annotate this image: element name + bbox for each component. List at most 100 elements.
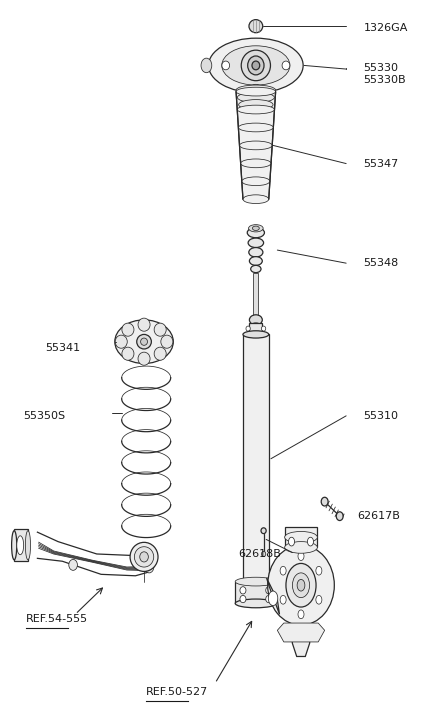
Ellipse shape [239,100,273,110]
Ellipse shape [297,579,305,591]
Ellipse shape [236,87,276,96]
Ellipse shape [12,531,17,560]
Ellipse shape [268,591,278,606]
Polygon shape [290,625,312,656]
Ellipse shape [248,56,264,75]
Ellipse shape [222,46,290,85]
Ellipse shape [266,595,272,603]
Text: REF.50-527: REF.50-527 [146,687,209,697]
Ellipse shape [17,536,24,555]
Ellipse shape [154,348,166,361]
Ellipse shape [251,265,261,273]
Ellipse shape [289,537,295,546]
Ellipse shape [115,335,127,348]
Ellipse shape [246,326,250,332]
Ellipse shape [242,177,270,185]
Text: REF.54-555: REF.54-555 [26,614,88,624]
Ellipse shape [321,497,328,506]
Ellipse shape [252,226,259,230]
Ellipse shape [122,348,134,361]
Text: 62618B: 62618B [239,549,282,559]
Bar [285,527,317,547]
Ellipse shape [249,338,262,345]
Polygon shape [267,578,280,614]
Ellipse shape [243,195,269,204]
Ellipse shape [307,537,313,546]
Bar [14,529,28,561]
Ellipse shape [25,531,31,560]
Ellipse shape [292,573,310,598]
Ellipse shape [252,61,260,70]
Bar [243,334,269,583]
Ellipse shape [122,323,134,336]
Ellipse shape [298,610,304,619]
Ellipse shape [249,225,263,232]
Ellipse shape [201,58,212,73]
Ellipse shape [237,105,274,114]
Ellipse shape [286,563,316,607]
Ellipse shape [140,552,148,562]
Ellipse shape [137,334,151,349]
Ellipse shape [282,61,290,70]
Ellipse shape [235,599,276,608]
Ellipse shape [298,552,304,561]
Ellipse shape [69,560,77,570]
Ellipse shape [243,331,269,338]
Ellipse shape [115,320,173,364]
Ellipse shape [261,326,266,332]
Ellipse shape [161,335,173,348]
Ellipse shape [243,579,269,587]
Ellipse shape [336,512,343,521]
Polygon shape [236,92,276,199]
Text: 1326GA: 1326GA [363,23,408,33]
Text: 55310: 55310 [363,411,398,421]
Text: 55341: 55341 [45,342,80,353]
Ellipse shape [138,318,150,332]
Bar [249,323,262,342]
Ellipse shape [238,123,273,132]
Polygon shape [277,623,325,642]
Ellipse shape [241,50,270,81]
Ellipse shape [138,352,150,365]
Ellipse shape [280,566,286,575]
Ellipse shape [147,563,151,569]
Ellipse shape [249,315,262,325]
Bar [253,273,258,331]
Text: 55330
55330B: 55330 55330B [363,63,406,85]
Ellipse shape [134,547,154,567]
Ellipse shape [285,531,317,543]
Ellipse shape [144,560,154,573]
Ellipse shape [266,587,272,594]
Ellipse shape [280,595,286,604]
Ellipse shape [249,323,262,332]
Ellipse shape [222,61,230,70]
Text: 55348: 55348 [363,258,399,268]
Ellipse shape [236,85,276,95]
Text: 55350S: 55350S [24,411,66,421]
Ellipse shape [316,595,322,604]
Bar [235,582,276,603]
Ellipse shape [316,566,322,575]
Ellipse shape [141,338,147,345]
Ellipse shape [240,141,272,150]
Ellipse shape [248,238,264,247]
Ellipse shape [241,159,271,168]
Ellipse shape [240,595,246,603]
Ellipse shape [240,587,246,594]
Ellipse shape [261,551,266,557]
Ellipse shape [247,228,264,238]
Ellipse shape [249,257,262,265]
Ellipse shape [209,38,303,92]
Ellipse shape [267,545,335,625]
Ellipse shape [247,84,264,102]
Ellipse shape [154,323,166,336]
Ellipse shape [249,20,263,33]
Ellipse shape [237,92,274,103]
Ellipse shape [285,542,317,553]
Ellipse shape [130,542,158,571]
Ellipse shape [249,247,263,257]
Text: 55347: 55347 [363,158,399,169]
Ellipse shape [261,528,266,534]
Ellipse shape [235,577,276,586]
Text: 62617B: 62617B [357,511,400,521]
